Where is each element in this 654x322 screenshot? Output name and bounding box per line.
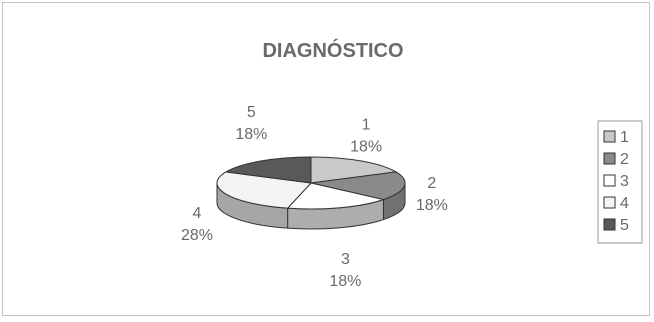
data-label-value-1: 18% — [350, 139, 382, 156]
legend-swatch-4 — [603, 196, 616, 209]
pie-slice-4 — [216, 171, 313, 209]
pie-chart: DIAGNÓSTICO 1 18% 2 18% 3 18% 4 28% 5 18% 1 2 3 4 5 — [181, 38, 643, 290]
chart-title: DIAGNÓSTICO — [262, 38, 403, 62]
data-label-value-2: 18% — [416, 197, 448, 214]
legend-swatch-3 — [603, 174, 616, 187]
pie-slice-2 — [310, 171, 406, 201]
pie-side-group — [216, 182, 406, 230]
legend: 1 2 3 4 5 — [597, 120, 643, 244]
data-label-category-2: 2 — [427, 175, 436, 192]
legend-label-2: 2 — [620, 151, 629, 168]
pie-top-group — [216, 156, 406, 210]
pie-slice-5 — [224, 156, 312, 184]
pie-slice-3 — [286, 182, 386, 210]
pie-slice-1 — [310, 156, 398, 184]
data-label-value-5: 18% — [235, 126, 267, 143]
legend-swatch-5 — [603, 218, 616, 231]
legend-label-5: 5 — [620, 217, 629, 234]
data-label-value-4: 28% — [181, 227, 213, 244]
legend-label-3: 3 — [620, 173, 629, 190]
legend-label-1: 1 — [620, 129, 629, 146]
chart-frame: DIAGNÓSTICO 1 18% 2 18% 3 18% 4 28% 5 18% 1 2 3 4 5 — [2, 2, 650, 316]
legend-label-4: 4 — [620, 195, 629, 212]
data-label-category-4: 4 — [193, 205, 202, 222]
legend-swatch-2 — [603, 152, 616, 165]
legend-swatch-1 — [603, 130, 616, 143]
data-label-category-1: 1 — [362, 117, 371, 134]
data-label-category-5: 5 — [247, 104, 256, 121]
data-label-value-3: 18% — [329, 273, 361, 290]
pie-label-group: 1 18% 2 18% 3 18% 4 28% 5 18% — [181, 104, 448, 290]
data-label-category-3: 3 — [341, 251, 350, 268]
